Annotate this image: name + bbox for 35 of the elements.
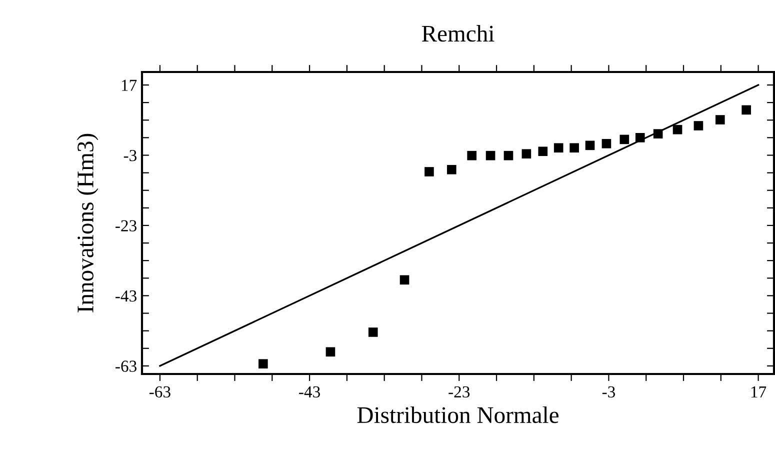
point (326, 347, 336, 357)
y-tick-label: -43 (116, 290, 136, 302)
point (486, 150, 496, 160)
point (620, 134, 630, 144)
x-tick-label: -3 (602, 386, 615, 398)
point (570, 143, 579, 153)
x-axis-title: Distribution Normale (357, 406, 558, 424)
point (653, 129, 663, 138)
y-tick-label: -63 (116, 360, 136, 372)
point (585, 140, 595, 150)
point (635, 133, 645, 142)
point (672, 124, 682, 134)
y-tick-label: -23 (116, 220, 136, 232)
point (424, 167, 434, 176)
y-tick-label: -3 (124, 150, 136, 162)
point (602, 138, 612, 148)
x-tick-label: -43 (299, 386, 320, 398)
point (467, 150, 476, 160)
point (368, 328, 378, 337)
x-tick-label: -23 (448, 386, 470, 398)
point (715, 115, 725, 124)
y-tick-label: 17 (122, 80, 137, 91)
point (554, 143, 564, 153)
x-tick-label: 17 (751, 386, 766, 398)
point (400, 275, 410, 285)
point (446, 164, 456, 174)
point (538, 146, 548, 156)
point (258, 359, 268, 368)
y-axis-title: Innovations (Hm3) (76, 134, 98, 312)
x-tick-label: -63 (149, 386, 170, 398)
point (504, 150, 514, 160)
point (694, 121, 704, 130)
chart-title: Remchi (422, 25, 494, 42)
point (742, 105, 751, 115)
point (522, 149, 532, 158)
